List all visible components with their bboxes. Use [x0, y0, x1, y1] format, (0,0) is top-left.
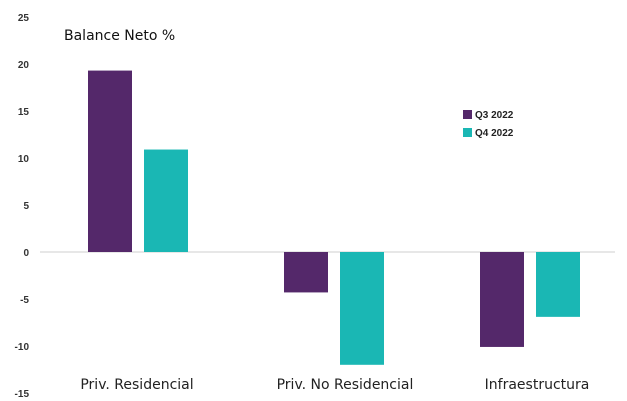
legend-swatch — [463, 110, 472, 119]
bar-q3-2022-1 — [88, 70, 132, 252]
category-label: Priv. No Residencial — [277, 377, 414, 393]
bar-q4-2022-2 — [340, 252, 384, 365]
legend-swatch — [463, 128, 472, 137]
legend: Q3 2022 Q4 2022 — [463, 110, 514, 139]
bar-q3-2022-2 — [284, 252, 328, 293]
bars — [88, 70, 580, 365]
legend-label: Q3 2022 — [475, 110, 514, 121]
y-tick-label: 20 — [18, 60, 30, 71]
y-tick-label: 25 — [18, 13, 30, 24]
category-label: Priv. Residencial — [80, 377, 193, 393]
y-tick-label: 5 — [23, 201, 29, 212]
y-tick-label: -15 — [15, 389, 30, 400]
y-tick-label: -10 — [15, 342, 30, 353]
y-tick-label: 15 — [18, 107, 30, 118]
chart-title: Balance Neto % — [64, 28, 175, 44]
category-label: Infraestructura — [485, 377, 590, 393]
bar-q4-2022-1 — [144, 149, 188, 252]
category-labels: Priv. Residencial Priv. No Residencial Inf… — [80, 377, 589, 393]
legend-label: Q4 2022 — [475, 128, 514, 139]
y-axis: 25 20 15 10 5 0 -5 -10 -15 — [15, 13, 30, 400]
bar-q3-2022-3 — [480, 252, 524, 347]
y-tick-label: 10 — [18, 154, 30, 165]
bar-q4-2022-3 — [536, 252, 580, 317]
y-tick-label: -5 — [20, 295, 29, 306]
y-tick-label: 0 — [23, 248, 29, 259]
